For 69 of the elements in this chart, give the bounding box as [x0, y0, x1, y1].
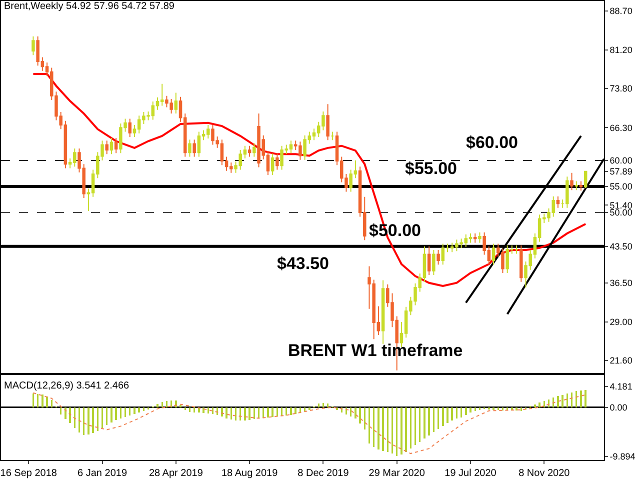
- candlestick: [556, 196, 560, 208]
- candlestick: [197, 131, 201, 158]
- y-tick-label: -9.894: [610, 452, 636, 462]
- candlestick: [510, 244, 514, 254]
- y-tick-label: 21.60: [610, 356, 632, 366]
- candlestick: [128, 118, 132, 138]
- candlestick: [110, 138, 114, 155]
- candlestick: [570, 172, 574, 191]
- y-tick-label: 43.50: [610, 242, 632, 252]
- candlestick: [188, 139, 192, 158]
- text: MACD(12,26,9) 3.541 2.466: [4, 380, 130, 392]
- candlestick: [560, 199, 564, 208]
- y-tick-label: 55.00: [610, 182, 632, 192]
- ref-line-label: $55.00: [405, 159, 457, 178]
- candlestick: [427, 246, 431, 276]
- candlestick: [432, 250, 436, 276]
- candlestick: [579, 180, 583, 192]
- line-series: [32, 72, 587, 287]
- x-tick-label: 29 Mar 2020: [368, 468, 426, 479]
- candlestick: [584, 170, 588, 188]
- y-tick-label: 73.80: [610, 84, 632, 94]
- line-series: [32, 392, 586, 454]
- candlestick: [514, 244, 518, 254]
- ref-line-label: $60.00: [466, 133, 518, 152]
- candlestick: [105, 140, 108, 155]
- x-tick-label: 6 Jan 2019: [78, 468, 128, 479]
- y-tick-label: 51.40: [610, 200, 632, 210]
- chart-title: Brent,Weekly 54.92 57.96 54.72 57.89: [4, 0, 175, 12]
- y-tick-label: 36.50: [610, 278, 632, 288]
- candlestick: [326, 104, 330, 141]
- candlestick: [478, 232, 482, 244]
- y-tick-label: 60.00: [610, 156, 632, 166]
- candlestick: [446, 243, 450, 253]
- y-tick-label: 50.00: [610, 208, 632, 218]
- y-tick-label: 29.00: [610, 317, 632, 328]
- y-tick-label: 88.70: [610, 6, 632, 16]
- candlestick: [473, 232, 477, 244]
- candlestick: [436, 250, 440, 266]
- candlestick: [441, 243, 445, 266]
- y-tick-label: 4.181: [610, 382, 632, 392]
- y-tick-label: 57.89: [610, 166, 632, 177]
- candlestick: [276, 153, 279, 170]
- x-tick-label: 28 Apr 2019: [148, 468, 204, 479]
- x-tick-label: 8 Nov 2020: [518, 468, 570, 479]
- candlestick: [330, 131, 334, 141]
- y-tick-label: 81.20: [610, 45, 632, 56]
- y-tick-label: 66.30: [610, 122, 632, 133]
- candlestick: [174, 92, 178, 114]
- x-tick-label: 16 Sep 2018: [0, 468, 58, 479]
- candlestick: [566, 176, 569, 208]
- candlestick: [506, 244, 509, 274]
- y-tick-label: 0.00: [610, 402, 628, 412]
- ref-line-label: $43.50: [277, 254, 329, 273]
- candlestick: [270, 153, 274, 176]
- candlestick: [160, 83, 164, 106]
- candlestick: [289, 140, 293, 154]
- candlestick: [520, 244, 523, 282]
- candlestick: [32, 36, 35, 56]
- candlestick: [381, 280, 385, 344]
- candlestick: [492, 243, 496, 266]
- x-tick-label: 19 Jul 2020: [444, 468, 497, 479]
- candlestick: [192, 139, 196, 158]
- candlestick: [468, 232, 472, 244]
- x-tick-label: 18 Aug 2019: [221, 468, 278, 479]
- candlestick: [248, 145, 252, 158]
- x-tick-label: 8 Dec 2019: [298, 468, 350, 479]
- candlestick: [574, 180, 578, 191]
- candlestick: [252, 142, 256, 158]
- candlestick: [114, 138, 118, 154]
